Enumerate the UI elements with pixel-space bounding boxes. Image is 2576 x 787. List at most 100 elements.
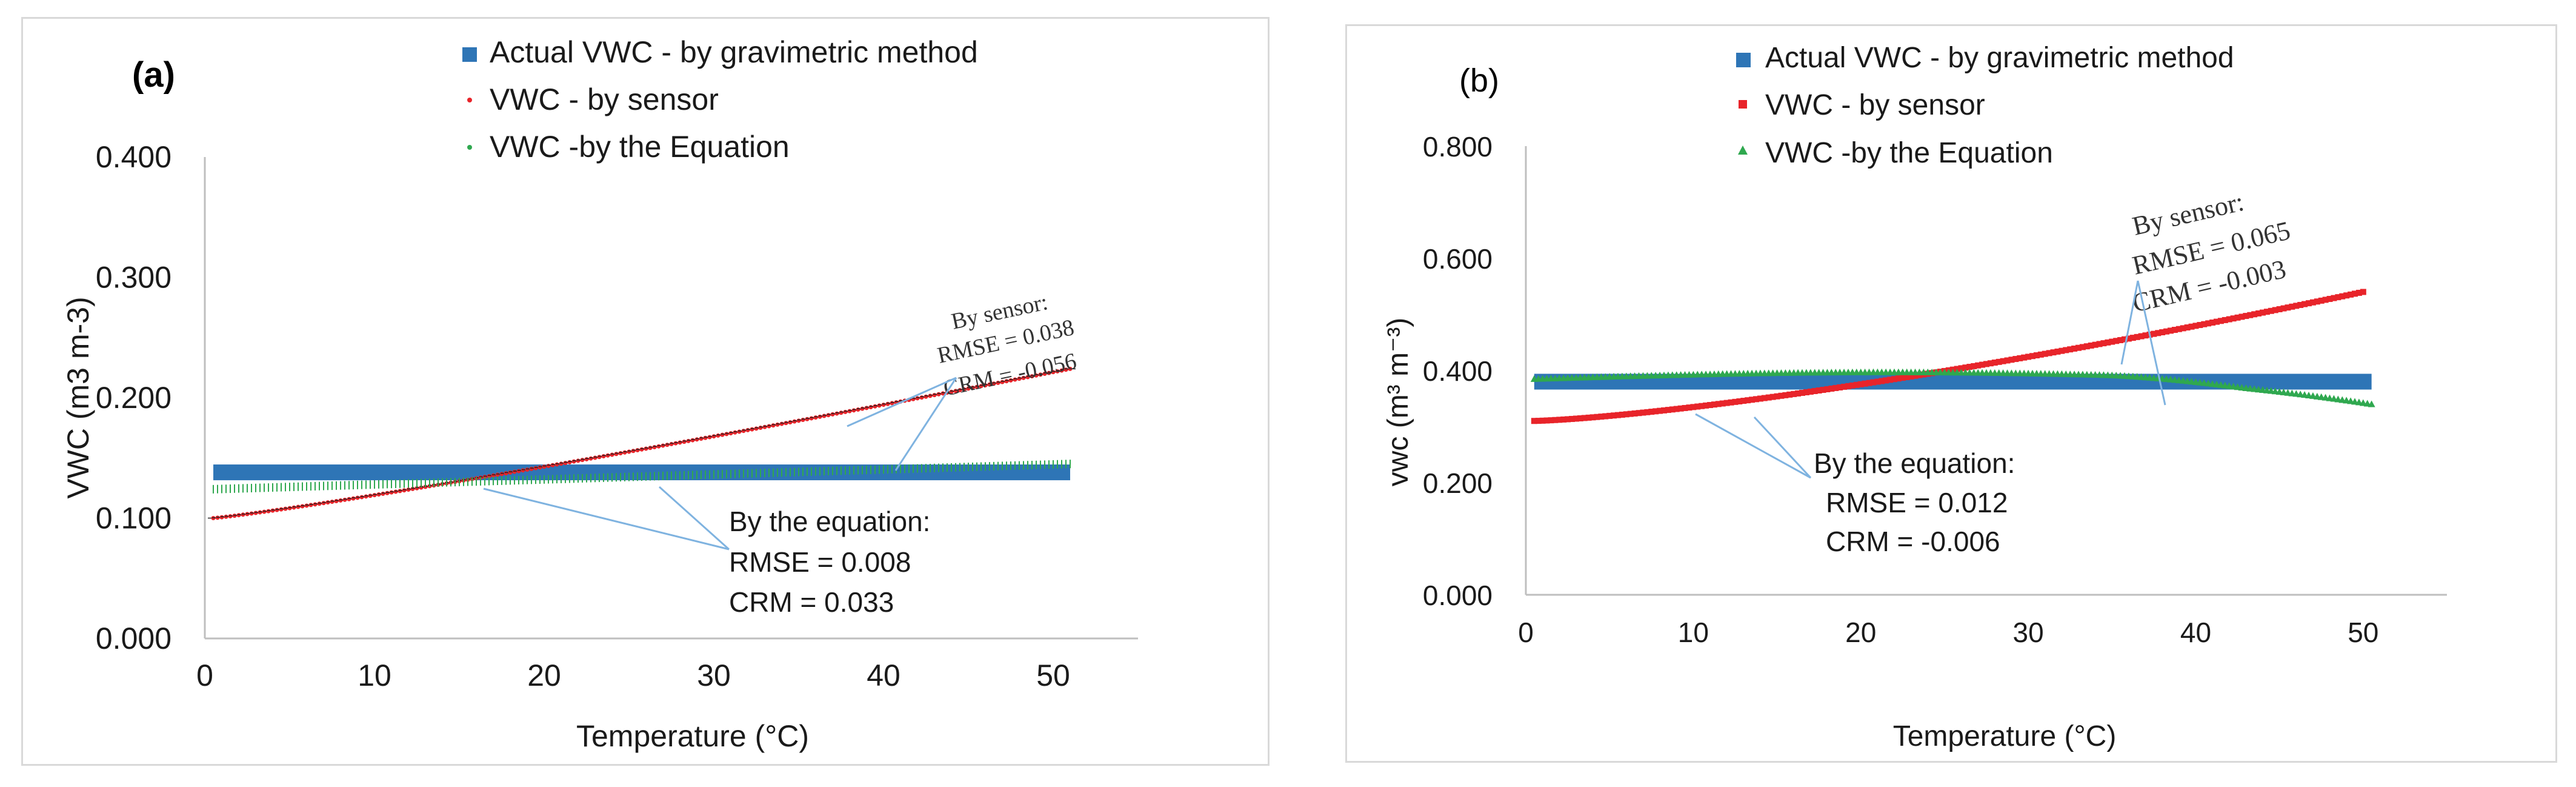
data-point xyxy=(571,459,576,464)
y-tick-label: 0.000 xyxy=(1423,580,1493,611)
data-point xyxy=(1753,396,1759,403)
data-point xyxy=(860,406,865,411)
data-point xyxy=(584,457,589,461)
data-point xyxy=(873,404,877,409)
data-point xyxy=(796,418,801,423)
y-tick-label: 0.200 xyxy=(96,381,171,415)
data-point xyxy=(1560,416,1567,423)
data-point xyxy=(1602,413,1609,420)
x-axis-label-b: Temperature (°C) xyxy=(1893,720,2117,752)
data-point xyxy=(355,495,360,500)
data-point xyxy=(1719,400,1726,407)
y-axis-label-b: vwc (m³ m⁻³) xyxy=(1382,318,1414,487)
data-point xyxy=(2184,324,2191,331)
data-point xyxy=(686,438,691,443)
data-point xyxy=(2339,293,2346,300)
data-point xyxy=(1795,390,1802,397)
data-point xyxy=(597,455,602,460)
data-point xyxy=(529,466,534,471)
data-point xyxy=(754,426,759,431)
data-point xyxy=(368,494,373,498)
data-point xyxy=(2122,336,2128,343)
data-point xyxy=(402,488,407,493)
data-point xyxy=(2037,351,2044,358)
legend-b-equation-marker xyxy=(1738,146,1748,155)
data-point xyxy=(1987,360,1994,367)
data-point xyxy=(266,509,271,514)
data-point xyxy=(2012,356,2019,363)
data-point xyxy=(576,458,581,463)
data-point xyxy=(550,463,555,467)
data-point xyxy=(614,452,619,457)
data-point xyxy=(711,434,716,439)
data-point xyxy=(342,497,347,502)
data-point xyxy=(2100,340,2107,347)
data-point xyxy=(2251,311,2258,318)
data-point xyxy=(605,453,610,458)
data-point xyxy=(525,467,530,472)
data-point xyxy=(2335,294,2341,301)
data-point xyxy=(762,424,767,429)
series-a-1 xyxy=(208,366,1076,520)
data-point xyxy=(1652,408,1659,415)
data-point xyxy=(661,443,665,448)
data-point xyxy=(2306,300,2312,307)
data-point xyxy=(834,411,839,416)
annotation-b-sensor: By sensor: RMSE = 0.065 CRM = -0.003 xyxy=(2120,187,2293,406)
y-tick-label: 0.400 xyxy=(96,140,171,174)
data-point xyxy=(1845,383,1851,389)
series-b-1 xyxy=(1531,289,2366,424)
data-point xyxy=(2125,335,2132,342)
chart-b-svg: 0 10 20 30 40 50 0.000 0.200 0.400 0.600 0.800 (b)… xyxy=(1382,42,2447,752)
data-point xyxy=(2175,326,2182,332)
data-point xyxy=(580,458,585,463)
data-point xyxy=(1623,411,1629,418)
data-point xyxy=(1899,375,1906,381)
data-point xyxy=(1971,363,1977,369)
data-point xyxy=(745,427,750,432)
data-point xyxy=(313,502,318,507)
annotation-b-equation: By the equation: RMSE = 0.012 CRM = -0.0… xyxy=(1695,413,2015,557)
x-tick-label: 10 xyxy=(1678,617,1709,648)
data-point xyxy=(881,403,886,407)
data-point xyxy=(2209,319,2216,326)
data-point xyxy=(1769,393,1776,400)
data-point xyxy=(1774,393,1780,400)
data-point xyxy=(890,401,894,406)
data-point xyxy=(868,405,873,410)
data-point xyxy=(622,450,627,455)
data-point xyxy=(830,412,835,417)
data-point xyxy=(2289,303,2295,310)
data-point xyxy=(618,451,623,456)
data-point xyxy=(317,501,322,506)
data-point xyxy=(771,423,776,428)
data-point xyxy=(2046,350,2052,357)
data-point xyxy=(1556,417,1563,423)
leader-b-equation-1 xyxy=(1695,413,1811,479)
data-point xyxy=(1703,402,1709,409)
data-point xyxy=(2155,330,2162,337)
data-point xyxy=(1699,403,1705,409)
data-point xyxy=(219,515,224,520)
data-point xyxy=(800,418,805,423)
data-point xyxy=(728,431,733,436)
legend-a-sensor: VWC - by sensor xyxy=(490,82,719,116)
data-point xyxy=(2297,301,2304,308)
data-point xyxy=(1857,381,1864,387)
data-point xyxy=(1962,364,1969,371)
data-point xyxy=(1837,384,1843,390)
panel-label-b: (b) xyxy=(1459,62,1499,99)
legend-a-equation: VWC -by the Equation xyxy=(490,130,790,164)
data-point xyxy=(2067,346,2074,353)
data-point xyxy=(1669,406,1676,413)
legend-a-equation-marker xyxy=(467,145,472,150)
data-point xyxy=(521,468,525,473)
annotation-a-equation-title: By the equation: xyxy=(729,506,930,537)
data-point xyxy=(699,437,704,441)
data-point xyxy=(919,395,924,400)
data-point xyxy=(839,410,844,415)
data-point xyxy=(1820,386,1826,393)
data-point xyxy=(1883,377,1889,384)
data-point xyxy=(1778,392,1785,399)
data-point xyxy=(2331,295,2337,301)
